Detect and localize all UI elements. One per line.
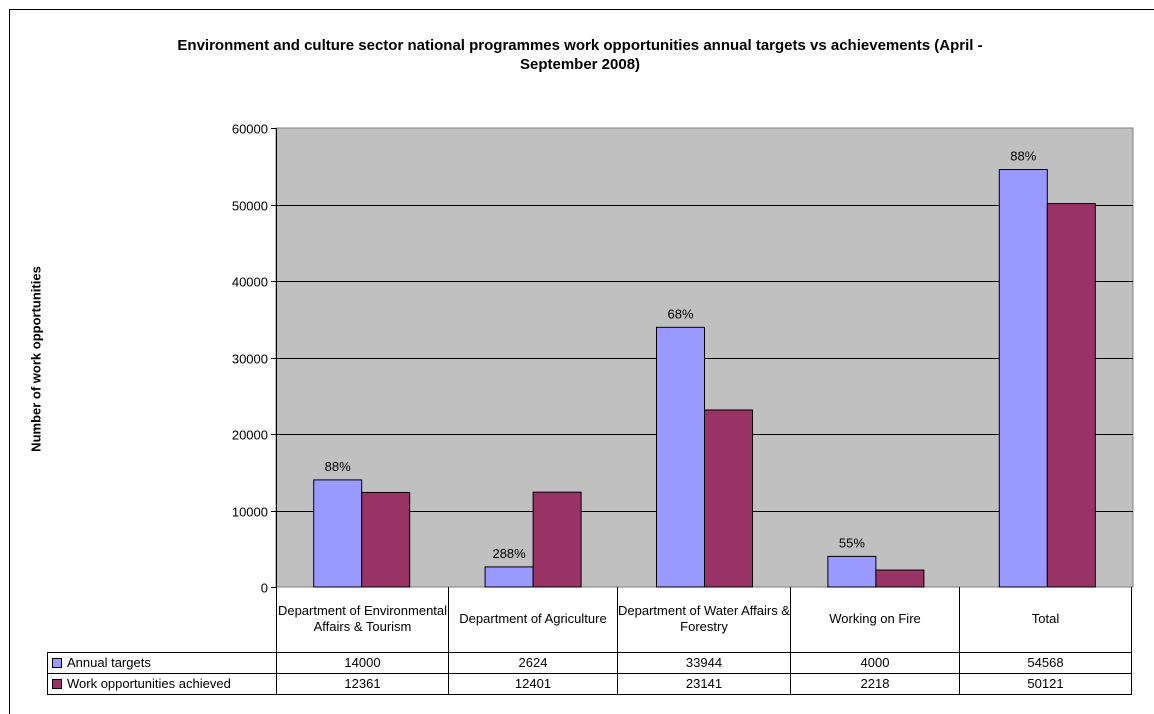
table-cell: 12401 [448,672,618,695]
table-row-annual-targets: Annual targets 14000 2624 33944 4000 545… [47,651,1132,674]
bar-work-opportunities-achieved [532,491,582,588]
y-tick-label: 40000 [232,275,268,290]
bar-annual-targets [998,169,1048,588]
category-label: Department of Water Affairs & Forestry [617,587,791,653]
table-cell: 2624 [448,651,618,674]
legend-label: Annual targets [67,655,151,670]
category-label: Total [959,587,1132,653]
y-tick-label: 30000 [232,352,268,367]
chart-frame [9,9,1154,714]
y-tick-label: 10000 [232,505,268,520]
table-row-work-opportunities-achieved: Work opportunities achieved 12361 12401 … [47,672,1132,695]
bar-annual-targets [313,479,363,588]
bar-percent-labels: 88% 288% 68% 55% 88% [325,149,1037,561]
category-label: Working on Fire [790,587,960,653]
table-cell: 4000 [790,651,960,674]
bar-percent-label: 68% [667,306,693,321]
chart-title: Environment and culture sector national … [177,37,983,73]
legend-key-work-opportunities-achieved [52,679,62,689]
table-cell: 50121 [959,672,1132,695]
bar-work-opportunities-achieved [1046,203,1096,588]
y-tick-label: 20000 [232,428,268,443]
category-label: Department of Environmental Affairs & To… [276,587,449,653]
y-tick-label: 60000 [232,122,268,137]
bar-percent-label: 88% [1010,149,1036,164]
bar-annual-targets [827,555,877,588]
table-cell: 54568 [959,651,1132,674]
bar-percent-label: 88% [325,459,351,474]
table-header-row: Department of Environmental Affairs & To… [47,587,1132,653]
bar-percent-label: 55% [839,535,865,550]
table-cell: 23141 [617,672,791,695]
category-label: Department of Agriculture [448,587,618,653]
bar-percent-label: 288% [492,546,526,561]
data-table: Department of Environmental Affairs & To… [47,587,1132,695]
bar-work-opportunities-achieved [361,491,411,588]
table-cell: 14000 [276,651,449,674]
table-corner [47,587,277,652]
bars [313,169,1096,588]
bar-work-opportunities-achieved [704,409,753,588]
bar-work-opportunities-achieved [875,569,925,588]
table-cell: 33944 [617,651,791,674]
bar-annual-targets [484,566,534,588]
table-cell: 12361 [276,672,449,695]
y-tick-label: 50000 [232,199,268,214]
legend-label: Work opportunities achieved [67,676,231,691]
legend-entry-work-opportunities-achieved: Work opportunities achieved [47,672,277,695]
bar-annual-targets [656,326,705,588]
legend-key-annual-targets [52,658,62,668]
table-cell: 2218 [790,672,960,695]
legend-entry-annual-targets: Annual targets [47,651,277,674]
